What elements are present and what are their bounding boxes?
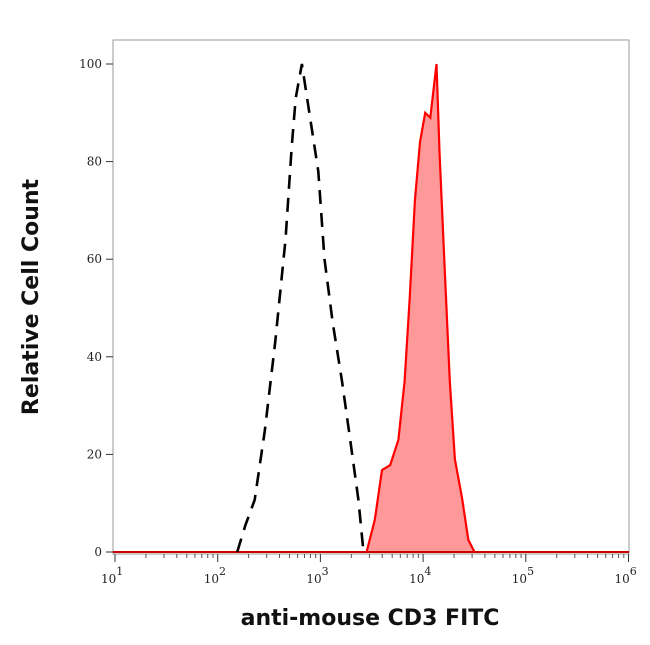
y-tick-label: 80 bbox=[87, 155, 102, 169]
plot-frame bbox=[112, 39, 630, 555]
y-tick-label: 20 bbox=[87, 447, 102, 461]
stained-histogram-line bbox=[365, 63, 476, 553]
y-tick-label: 0 bbox=[94, 545, 102, 559]
y-tick-label: 60 bbox=[87, 252, 102, 266]
x-tick-label: 102 bbox=[204, 565, 226, 586]
y-tick-label: 40 bbox=[87, 350, 102, 364]
y-tick-label: 100 bbox=[79, 57, 102, 71]
x-tick-label: 104 bbox=[409, 565, 431, 586]
x-tick-label: 106 bbox=[615, 565, 637, 586]
x-axis-title: anti-mouse CD3 FITC bbox=[241, 606, 500, 631]
x-tick-label: 103 bbox=[306, 565, 328, 586]
y-axis-title: Relative Cell Count bbox=[19, 178, 44, 415]
control-histogram-line bbox=[235, 63, 365, 553]
stained-histogram-fill bbox=[366, 64, 475, 552]
x-tick-label: 105 bbox=[512, 565, 534, 586]
x-tick-label: 101 bbox=[101, 565, 123, 586]
